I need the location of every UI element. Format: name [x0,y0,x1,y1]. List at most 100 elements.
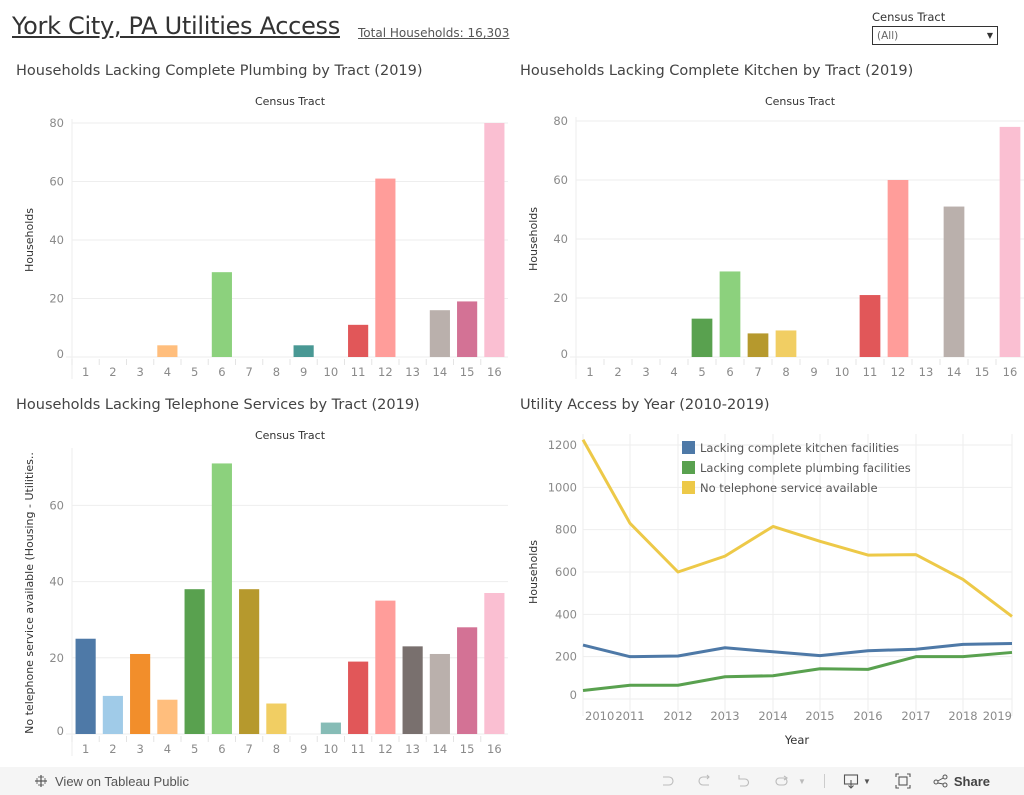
x-tick-label: 2 [109,742,116,756]
download-icon[interactable] [843,773,859,789]
legend-label-kitchen: Lacking complete kitchen facilities [700,441,899,455]
x-tick-label: 6 [726,365,733,379]
x-tick-label: 16 [1003,365,1018,379]
legend-swatch-plumbing [682,461,695,474]
x-tick-label: 1 [82,365,89,379]
x-tick-label: 9 [300,742,307,756]
x-tick-label: 14 [433,365,448,379]
bar-tract-15 [457,301,478,357]
x-tick-label: 11 [351,742,366,756]
y-tick-label: 20 [49,651,64,665]
y-tick-label: 40 [49,233,64,247]
census-tract-filter: Census Tract (All) ▼ [872,10,998,45]
y-tick-label: 60 [49,498,64,512]
x-tick-label: 2012 [663,709,692,723]
x-tick-label: 2014 [758,709,787,723]
x-tick-label: 14 [433,742,448,756]
chevron-down-icon: ▼ [986,31,993,40]
x-tick-label: 9 [300,365,307,379]
x-tick-label: 6 [218,365,225,379]
x-tick-label: 2016 [853,709,882,723]
x-tick-label: 8 [273,365,280,379]
bar-tract-8 [266,703,287,734]
bar-tract-16 [484,593,505,734]
legend-label-telephone: No telephone service available [700,481,878,495]
tableau-footer: View on Tableau Public ▼ ▼ Share [0,767,1024,795]
x-tick-label: 2019 [983,709,1012,723]
x-tick-label: 2 [109,365,116,379]
redo-icon[interactable] [698,774,712,788]
share-button[interactable]: Share [933,774,990,789]
x-tick-label: 2018 [948,709,977,723]
bar-tract-13 [402,646,423,734]
x-tick-label: 11 [863,365,878,379]
y-tick-label: 600 [555,565,577,579]
share-label: Share [953,773,990,789]
bar-tract-8 [775,330,797,357]
bar-tract-5 [691,318,713,357]
x-tick-label: 16 [487,742,502,756]
y-tick-label: 800 [555,523,577,537]
download-dropdown-icon[interactable]: ▼ [862,776,871,786]
bar-tract-11 [348,661,369,734]
bar-tract-14 [943,206,965,357]
bar-tract-3 [130,653,151,734]
x-tick-label: 10 [835,365,850,379]
x-tick-label: 5 [698,365,705,379]
dashboard-title: York City, PA Utilities Access [12,12,340,40]
x-tick-label: 15 [975,365,990,379]
by-year-line-chart: 0 200 400 600 800 1000 1200 Households 2010 2011 2… [527,434,1013,747]
view-on-tableau-link[interactable]: View on Tableau Public [34,774,189,789]
census-tract-dropdown[interactable]: (All) ▼ [872,26,998,45]
tableau-logo-icon [34,774,48,788]
y-tick-label: 40 [553,232,568,246]
bar-tract-14 [429,653,450,734]
x-tick-label: 14 [947,365,962,379]
bar-tract-5 [184,589,205,734]
y-tick-label: 0 [57,347,64,361]
x-tick-label: 1 [586,365,593,379]
bar-tract-12 [887,180,909,357]
bar-tract-4 [157,699,178,734]
bar-tract-1 [75,638,96,734]
x-axis-title: Year [784,733,810,747]
revert-icon[interactable] [736,774,750,788]
line-plumbing [582,650,1013,693]
x-tick-label: 9 [810,365,817,379]
x-axis-title: Census Tract [765,95,836,108]
bar-tract-14 [429,310,450,357]
bar-tract-9 [293,345,314,357]
fullscreen-icon[interactable] [895,773,911,789]
by-year-chart-title: Utility Access by Year (2010-2019) [520,397,770,413]
x-tick-label: 6 [218,742,225,756]
x-tick-label: 7 [245,365,252,379]
bar-tract-6 [211,272,232,357]
x-tick-label: 5 [191,742,198,756]
x-tick-label: 12 [378,742,393,756]
refresh-icon[interactable] [774,774,790,788]
x-tick-label: 4 [670,365,677,379]
total-households[interactable]: Total Households: 16,303 [358,26,510,40]
bar-tract-16 [484,123,505,357]
x-tick-label: 12 [891,365,906,379]
x-tick-label: 4 [164,742,171,756]
bar-tract-11 [348,324,369,357]
y-tick-label: 200 [555,650,577,664]
y-axis-title: Households [527,207,540,271]
y-tick-label: 80 [553,114,568,128]
x-tick-label: 3 [642,365,649,379]
plumbing-chart-title: Households Lacking Complete Plumbing by … [16,63,423,79]
x-tick-label: 1 [82,742,89,756]
x-tick-label: 3 [136,742,143,756]
y-tick-label: 60 [49,175,64,189]
bar-tract-12 [375,178,396,357]
refresh-dropdown-icon[interactable]: ▼ [798,776,806,786]
bar-tract-12 [375,600,396,734]
line-telephone [581,438,1013,618]
x-axis-title: Census Tract [255,429,326,442]
line-kitchen [582,642,1013,659]
undo-icon[interactable] [660,774,674,788]
x-tick-label: 7 [245,742,252,756]
